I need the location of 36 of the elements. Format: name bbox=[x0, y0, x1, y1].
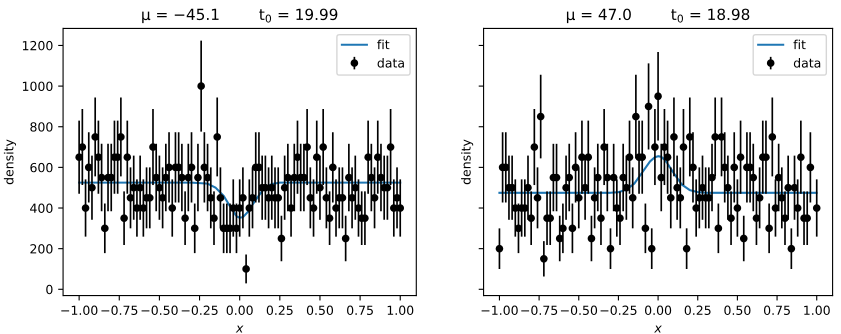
chart-title: μ = 47.0 t$_{0}$ = 18.98 bbox=[566, 8, 750, 24]
legend-label: fit bbox=[377, 40, 390, 50]
y-tick-label: 1200 bbox=[22, 40, 53, 50]
x-tick-label: −0.25 bbox=[182, 306, 218, 315]
x-tick-label: −0.50 bbox=[560, 306, 598, 315]
legend-label: fit bbox=[793, 40, 806, 50]
x-tick-label: 0.50 bbox=[306, 306, 334, 315]
legend-label: data bbox=[378, 58, 404, 68]
y-tick-label: 200 bbox=[30, 244, 53, 254]
x-tick-label: 0.75 bbox=[347, 306, 373, 315]
x-tick-label: −1.00 bbox=[61, 306, 98, 315]
x-tick-label: 0.25 bbox=[684, 306, 711, 315]
x-tick-label: 0.75 bbox=[764, 306, 790, 315]
y-tick-label: 0 bbox=[46, 284, 53, 294]
x-axis-title: x bbox=[236, 326, 244, 332]
y-axis-title: density bbox=[4, 139, 16, 184]
x-tick-label: 0.25 bbox=[266, 306, 293, 315]
x-tick-label: −0.25 bbox=[600, 306, 636, 315]
line-series bbox=[78, 182, 402, 219]
y-tick-label: 400 bbox=[30, 203, 53, 213]
x-tick-label: 0.50 bbox=[724, 306, 750, 315]
y-axis-title: density bbox=[461, 139, 474, 184]
x-tick-label: −0.50 bbox=[142, 306, 178, 315]
y-tick-label: 1000 bbox=[22, 82, 53, 92]
chart-title: μ = −45.1 t$_{0}$ = 19.99 bbox=[142, 8, 338, 24]
x-tick-label: −0.75 bbox=[521, 306, 558, 315]
x-tick-label: 0.00 bbox=[644, 306, 672, 315]
y-tick-label: 600 bbox=[30, 162, 53, 172]
legend-label: data bbox=[794, 58, 820, 68]
x-tick-label: −1.00 bbox=[482, 306, 518, 315]
x-tick-label: 1.00 bbox=[804, 306, 830, 315]
x-tick-label: −0.75 bbox=[101, 306, 138, 315]
x-axis-title: x bbox=[654, 326, 662, 332]
x-tick-label: 1.00 bbox=[388, 306, 414, 315]
y-tick-label: 800 bbox=[30, 122, 53, 132]
x-tick-label: 0.00 bbox=[226, 306, 253, 315]
